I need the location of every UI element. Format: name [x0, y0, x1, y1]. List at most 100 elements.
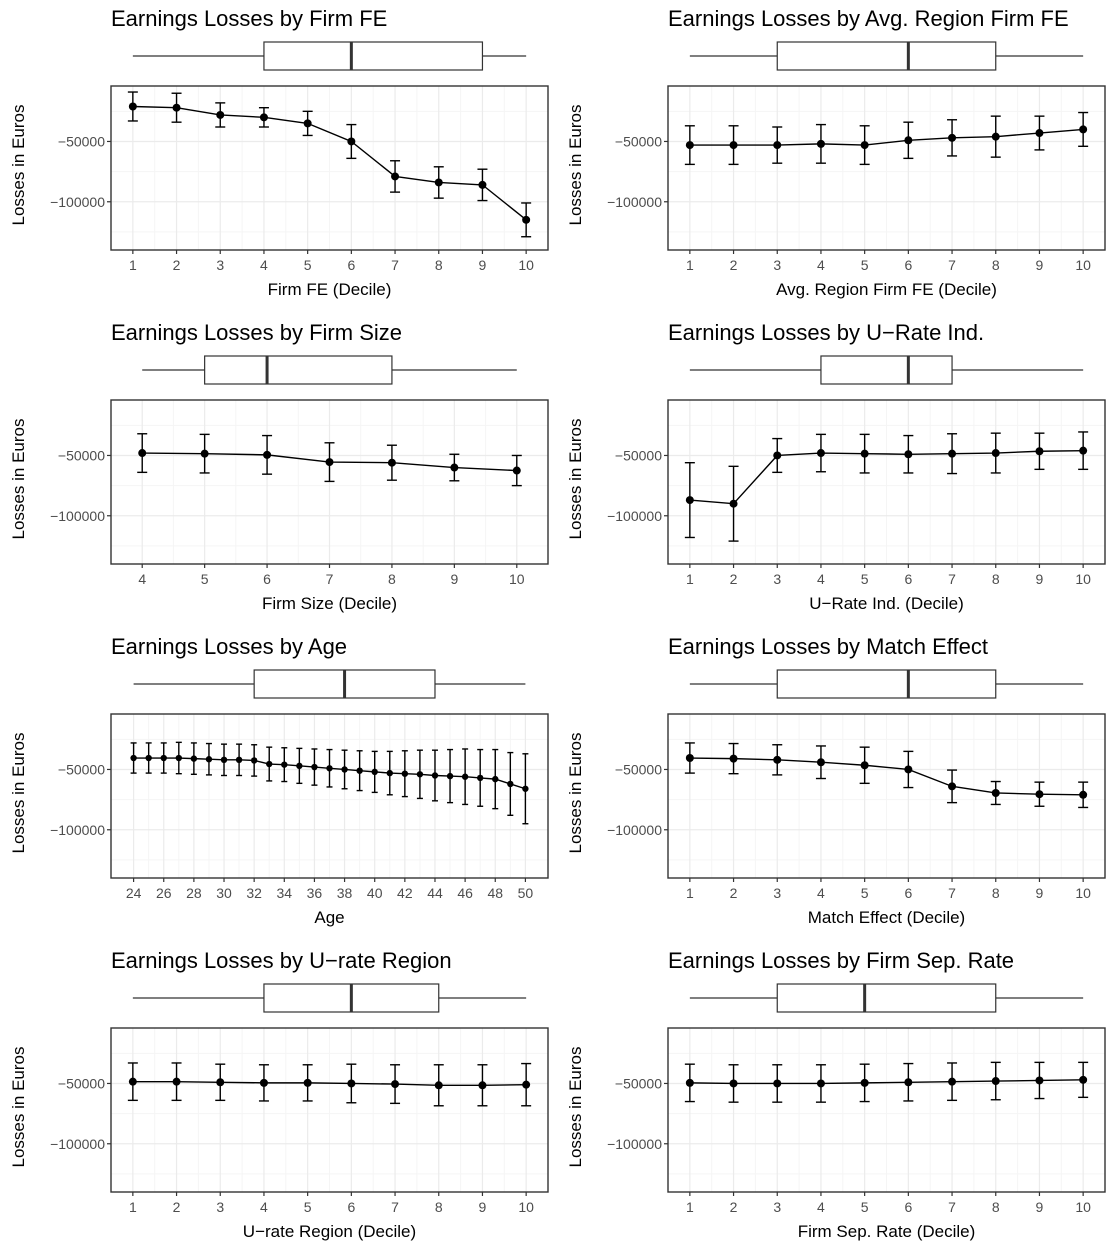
- x-tick-label: 36: [307, 885, 323, 901]
- panel-border: [667, 85, 1106, 251]
- x-tick-label: 4: [817, 1199, 825, 1215]
- y-tick-label: −50000: [615, 761, 662, 777]
- x-tick-label: 7: [391, 1199, 399, 1215]
- x-tick-label: 5: [304, 1199, 312, 1215]
- x-tick-label: 4: [138, 571, 146, 587]
- data-point: [522, 1080, 531, 1089]
- data-point: [512, 466, 521, 475]
- x-tick-label: 3: [773, 1199, 781, 1215]
- panel-border: [110, 713, 549, 879]
- x-tick-label: 24: [126, 885, 142, 901]
- data-point: [200, 449, 209, 458]
- x-tick-label: 10: [1075, 571, 1091, 587]
- data-point: [904, 136, 913, 145]
- panel-title: Earnings Losses by U−rate Region: [111, 948, 452, 973]
- x-tick-label: 1: [686, 885, 694, 901]
- y-axis-title: Losses in Euros: [9, 104, 28, 226]
- x-axis-title: U−rate Region (Decile): [242, 1222, 417, 1241]
- data-point: [259, 1078, 268, 1087]
- x-tick-label: 3: [773, 571, 781, 587]
- x-tick-label: 48: [487, 885, 503, 901]
- x-tick-label: 4: [817, 571, 825, 587]
- data-point: [860, 761, 869, 770]
- data-point: [1035, 447, 1044, 456]
- data-point: [773, 451, 782, 460]
- data-point: [220, 756, 228, 764]
- x-tick-label: 10: [1075, 257, 1091, 273]
- chart-panel-match-effect: Earnings Losses by Match Effect −50000 −1…: [557, 628, 1114, 942]
- data-point: [341, 766, 348, 773]
- x-tick-label: 4: [817, 257, 825, 273]
- x-tick-label: 30: [216, 885, 232, 901]
- x-tick-label: 5: [861, 257, 869, 273]
- data-point: [311, 763, 318, 771]
- data-point: [386, 769, 393, 777]
- data-point: [216, 1078, 225, 1087]
- x-tick-label: 7: [326, 571, 334, 587]
- x-tick-label: 38: [337, 885, 353, 901]
- boxplot-box: [776, 41, 997, 71]
- x-tick-label: 10: [518, 1199, 534, 1215]
- x-axis-title: Firm FE (Decile): [267, 280, 392, 299]
- x-tick-label: 2: [173, 257, 181, 273]
- x-tick-label: 5: [304, 257, 312, 273]
- data-point: [401, 770, 409, 777]
- x-tick-label: 2: [730, 885, 738, 901]
- x-tick-label: 34: [277, 885, 293, 901]
- data-point: [816, 449, 825, 458]
- data-point: [387, 458, 396, 467]
- x-axis-title: U−Rate Ind. (Decile): [809, 594, 964, 613]
- x-tick-label: 1: [686, 571, 694, 587]
- panel-title: Earnings Losses by U−Rate Ind.: [668, 320, 985, 345]
- chart-panel-firm-size: Earnings Losses by Firm Size −50000 −1000…: [0, 314, 557, 628]
- panel-border: [110, 1027, 549, 1193]
- data-point: [1035, 1076, 1044, 1085]
- x-tick-label: 26: [156, 885, 172, 901]
- series-line: [689, 1079, 1084, 1085]
- x-tick-label: 1: [129, 257, 137, 273]
- y-axis-title: Losses in Euros: [566, 418, 585, 540]
- data-point: [507, 780, 514, 788]
- boxplot-box: [820, 355, 953, 385]
- y-axis-title: Losses in Euros: [566, 104, 585, 226]
- chart-panel-age: Earnings Losses by Age −50000 −100000 24 26…: [0, 628, 557, 942]
- data-point: [190, 755, 198, 762]
- plot-svg: −50000 −100000 4 5 6 7 8 9 10: [50, 355, 549, 587]
- data-point: [860, 1078, 869, 1087]
- x-tick-label: 42: [397, 885, 413, 901]
- x-tick-label: 6: [904, 257, 912, 273]
- y-axis-title: Losses in Euros: [566, 1046, 585, 1168]
- data-point: [492, 775, 499, 783]
- data-point: [205, 756, 213, 763]
- y-tick-label: −50000: [615, 1075, 662, 1091]
- x-tick-label: 1: [686, 1199, 694, 1215]
- data-point: [281, 761, 288, 768]
- x-tick-label: 50: [518, 885, 534, 901]
- x-tick-label: 7: [948, 885, 956, 901]
- plot-svg: −50000 −100000 1 2 3 4 5 6 7 8 9 10: [607, 355, 1106, 587]
- data-point: [356, 767, 363, 774]
- y-axis-title: Losses in Euros: [9, 1046, 28, 1168]
- x-tick-label: 5: [861, 885, 869, 901]
- data-point: [175, 754, 183, 762]
- x-tick-label: 4: [260, 257, 268, 273]
- x-tick-label: 2: [730, 1199, 738, 1215]
- data-point: [172, 1077, 181, 1086]
- y-tick-label: −50000: [615, 447, 662, 463]
- data-point: [991, 1077, 1000, 1086]
- boxplot-box: [776, 669, 997, 699]
- data-point: [729, 754, 738, 763]
- x-tick-label: 8: [992, 571, 1000, 587]
- y-tick-label: −100000: [50, 508, 105, 524]
- data-point: [773, 1079, 782, 1088]
- series-line: [689, 757, 1084, 796]
- series-line: [132, 105, 527, 221]
- x-tick-label: 7: [948, 1199, 956, 1215]
- data-point: [773, 755, 782, 764]
- data-point: [263, 450, 272, 459]
- data-point: [1079, 1075, 1088, 1084]
- data-point: [250, 757, 258, 764]
- data-point: [416, 771, 424, 778]
- x-tick-label: 9: [1036, 885, 1044, 901]
- x-tick-label: 5: [861, 1199, 869, 1215]
